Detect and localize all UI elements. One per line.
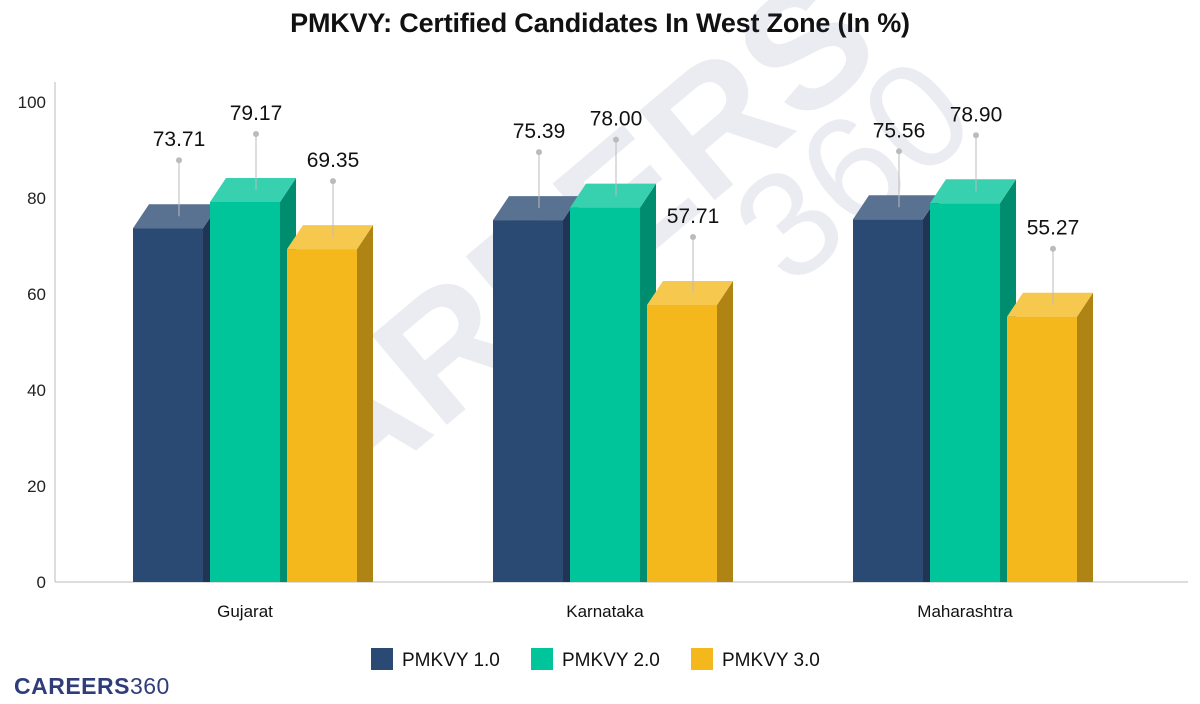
- leader-dot: [330, 178, 336, 185]
- bar-front: [930, 203, 1000, 582]
- leader-dot: [176, 157, 182, 164]
- leader-dot: [536, 149, 542, 156]
- bar-side: [1077, 292, 1093, 582]
- data-label: 69.35: [307, 149, 360, 172]
- bar-karnataka-pmkvy-3-0: [647, 280, 733, 582]
- data-labels: 73.71 79.17 69.35 75.39 78.00 57.71 75.56 78.90…: [153, 102, 1080, 305]
- x-category-label: Maharashtra: [917, 602, 1013, 621]
- bar-side: [357, 225, 373, 582]
- bar-karnataka-pmkvy-1-0: [493, 196, 579, 583]
- legend-label: PMKVY 2.0: [562, 650, 660, 671]
- data-label: 55.27: [1027, 217, 1080, 240]
- brand-logo: CAREERS360: [14, 673, 170, 700]
- bar-front: [210, 201, 280, 582]
- chart-title: PMKVY: Certified Candidates In West Zone…: [290, 8, 910, 38]
- legend-item: PMKVY 2.0: [531, 648, 660, 671]
- y-tick-label: 80: [27, 189, 46, 208]
- bars: [133, 177, 1093, 583]
- leader-dot: [896, 148, 902, 155]
- bar-gujarat-pmkvy-2-0: [210, 177, 296, 582]
- bar-gujarat-pmkvy-3-0: [287, 225, 373, 582]
- bar-front: [1007, 316, 1077, 582]
- legend-item: PMKVY 3.0: [691, 648, 820, 671]
- bar-front: [570, 207, 640, 582]
- x-category-label: Gujarat: [217, 602, 273, 621]
- y-axis-ticks: 0 20 40 60 80 100: [18, 93, 46, 592]
- data-label: 75.39: [513, 120, 566, 143]
- bar-front: [853, 219, 923, 582]
- data-label: 79.17: [230, 102, 283, 125]
- legend-swatch: [691, 648, 713, 670]
- leader-dot: [613, 136, 619, 143]
- legend: PMKVY 1.0 PMKVY 2.0 PMKVY 3.0: [371, 648, 820, 671]
- data-label: 75.56: [873, 119, 926, 142]
- data-label: 73.71: [153, 128, 206, 151]
- leader-dot: [253, 130, 259, 137]
- leader-dot: [973, 132, 979, 139]
- data-label: 57.71: [667, 205, 720, 228]
- x-axis-labels: Gujarat Karnataka Maharashtra: [217, 602, 1013, 621]
- legend-swatch: [531, 648, 553, 670]
- leader-dot: [1050, 245, 1056, 252]
- legend-label: PMKVY 1.0: [402, 650, 500, 671]
- y-tick-label: 20: [27, 477, 46, 496]
- y-tick-label: 0: [37, 573, 46, 592]
- bar-front: [493, 220, 563, 583]
- bar-top: [133, 204, 219, 229]
- legend-label: PMKVY 3.0: [722, 650, 820, 671]
- brand-word: CAREERS: [14, 673, 130, 699]
- bar-top: [570, 183, 656, 208]
- bar-maharashtra-pmkvy-2-0: [930, 179, 1016, 582]
- bar-gujarat-pmkvy-1-0: [133, 204, 219, 582]
- bar-top: [647, 280, 733, 305]
- bar-top: [930, 179, 1016, 204]
- bar-maharashtra-pmkvy-3-0: [1007, 292, 1093, 582]
- legend-swatch: [371, 648, 393, 670]
- bar-top: [1007, 292, 1093, 317]
- bar-front: [287, 249, 357, 582]
- brand-number: 360: [129, 673, 170, 699]
- bar-front: [133, 228, 203, 582]
- data-label: 78.90: [950, 103, 1003, 126]
- bar-maharashtra-pmkvy-1-0: [853, 195, 939, 582]
- x-category-label: Karnataka: [566, 602, 644, 621]
- bar-top: [853, 195, 939, 220]
- bar-front: [647, 304, 717, 582]
- data-label: 78.00: [590, 108, 643, 131]
- bar-side: [717, 280, 733, 582]
- bar-top: [287, 225, 373, 250]
- bar-top: [210, 177, 296, 202]
- bar-karnataka-pmkvy-2-0: [570, 183, 656, 582]
- y-tick-label: 60: [27, 285, 46, 304]
- y-tick-label: 100: [18, 93, 46, 112]
- leader-dot: [690, 233, 696, 240]
- bar-top: [493, 196, 579, 221]
- y-tick-label: 40: [27, 381, 46, 400]
- legend-item: PMKVY 1.0: [371, 648, 500, 671]
